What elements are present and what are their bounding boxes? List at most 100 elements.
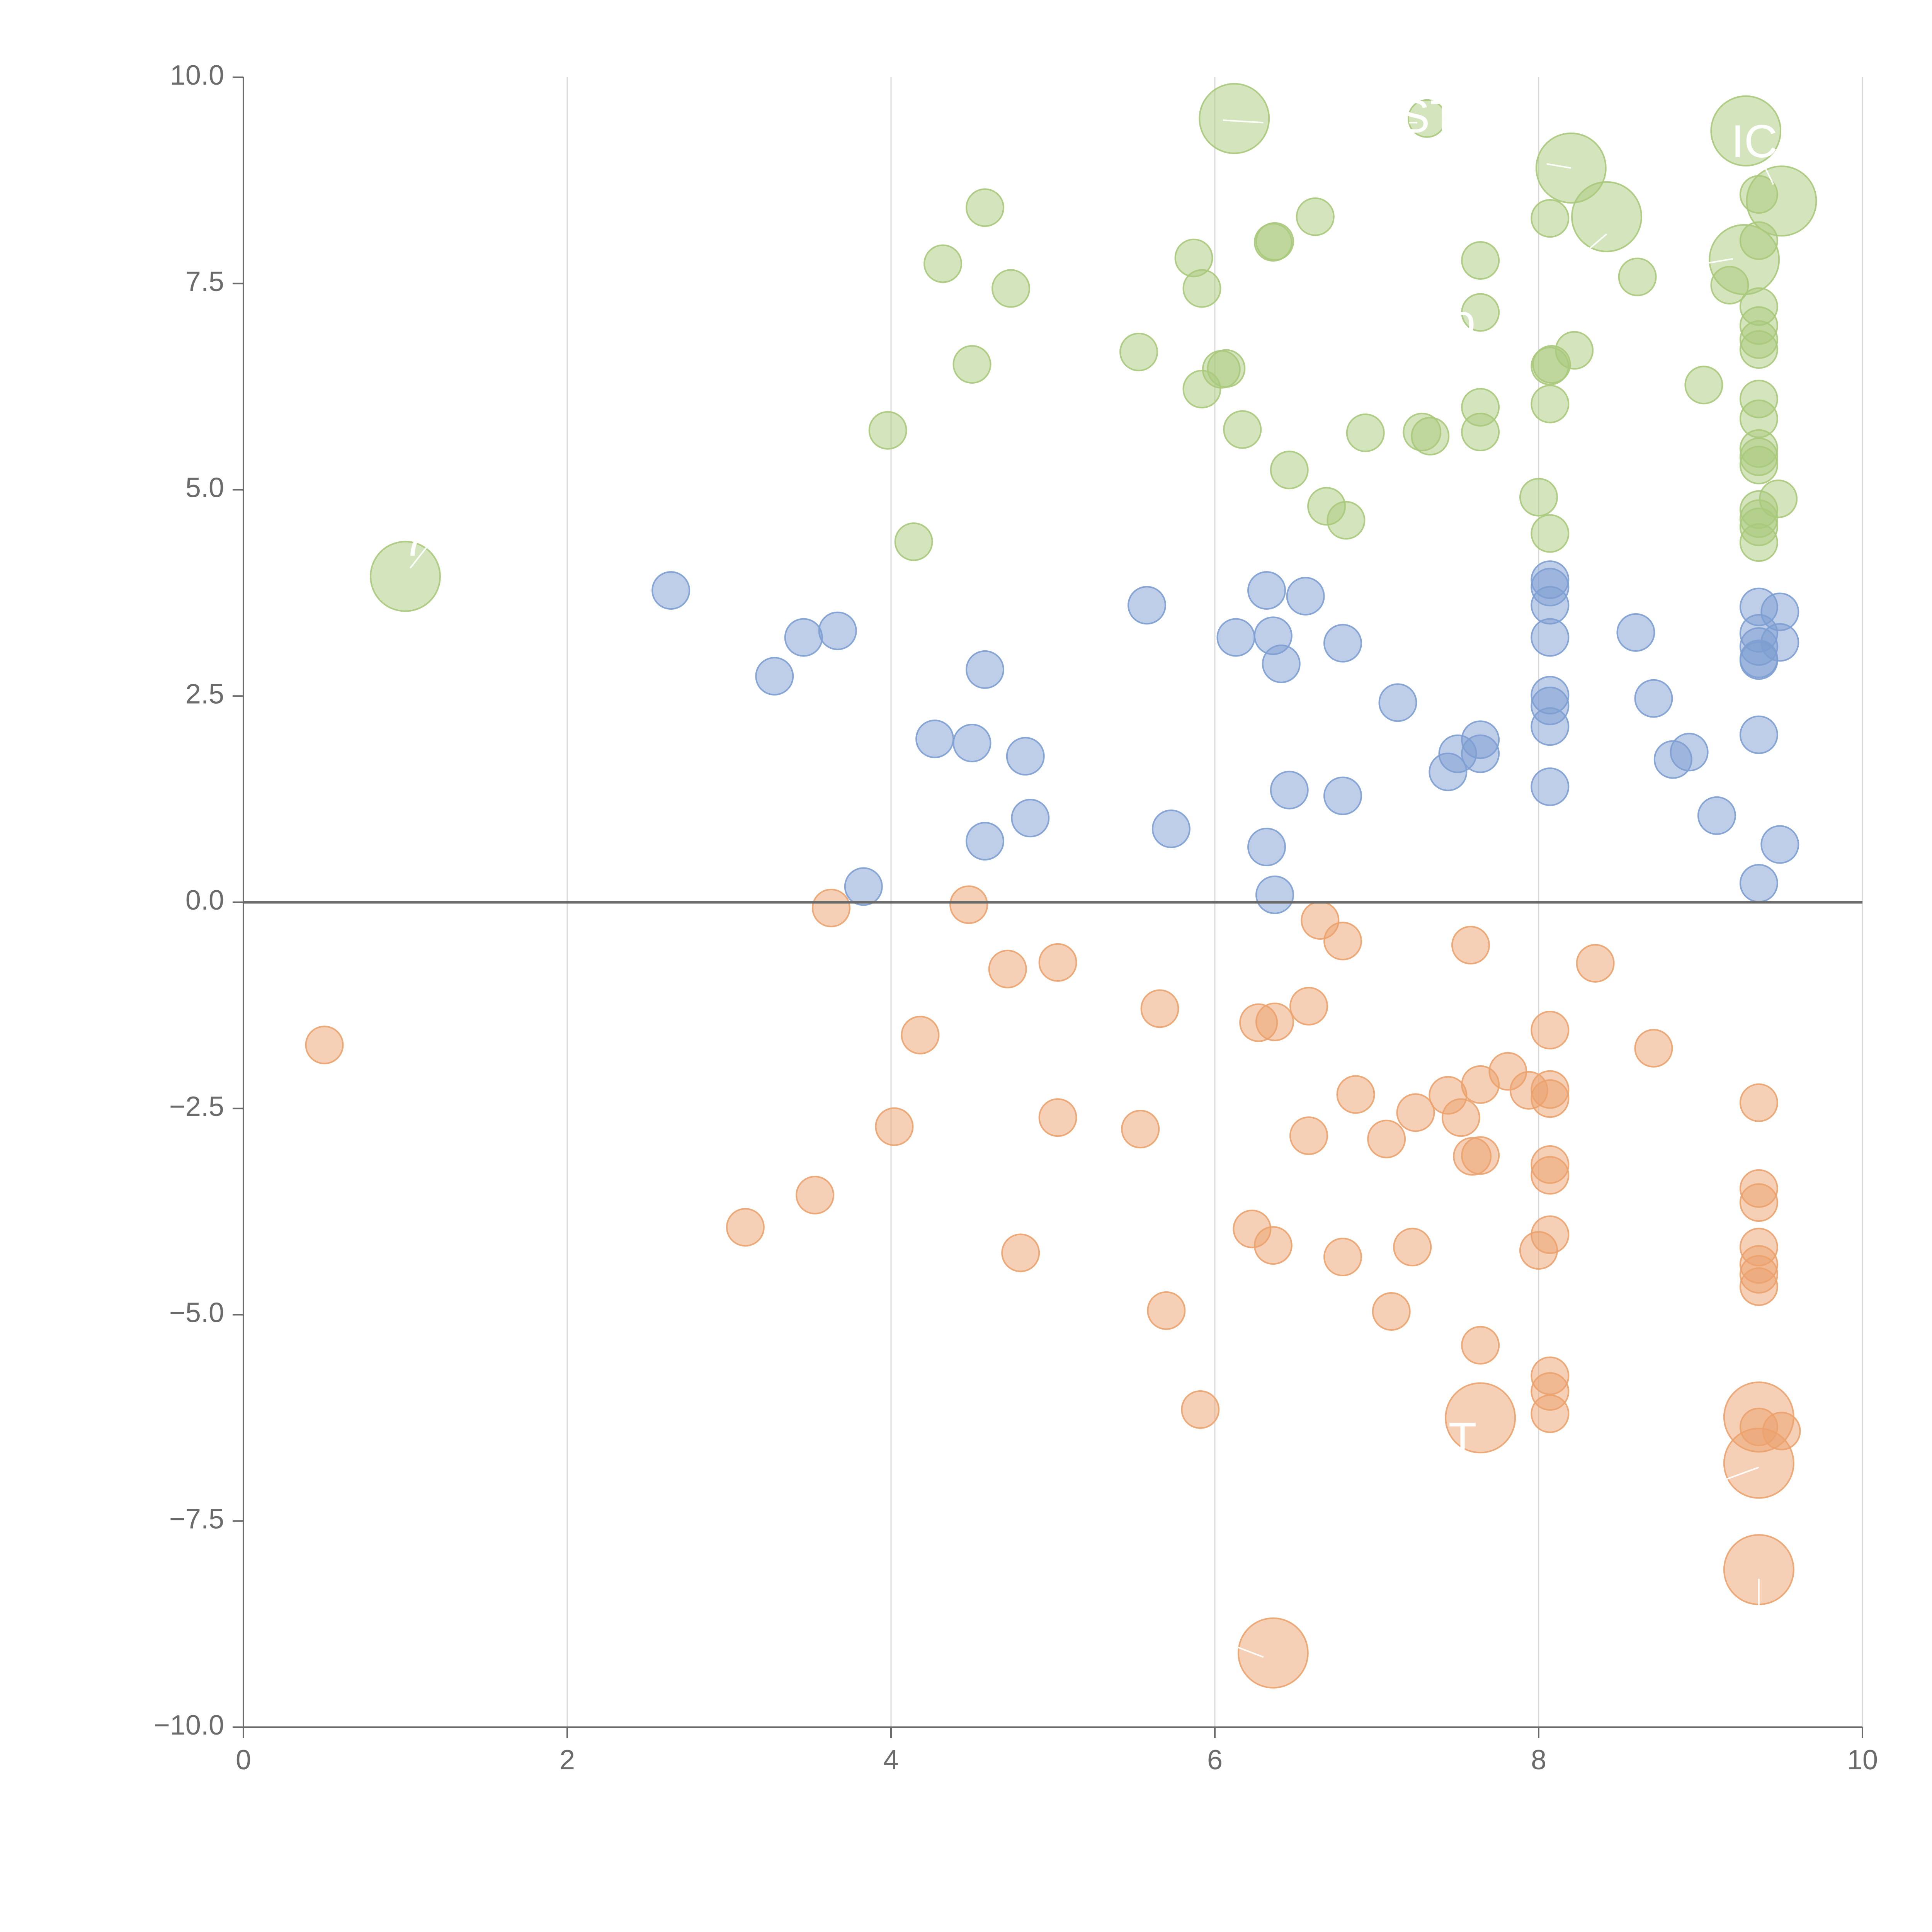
orange-bubble <box>1255 1002 1294 1041</box>
blue-bubble <box>1670 733 1709 772</box>
blue-bubble <box>1739 715 1778 754</box>
green-bubble <box>1296 197 1335 236</box>
blue-bubble <box>1760 825 1799 864</box>
green-bubble <box>1346 413 1385 452</box>
blue-bubble <box>1323 624 1362 663</box>
green-bubble <box>1571 181 1642 252</box>
green-bubble <box>1519 478 1558 517</box>
blue-bubble <box>1286 577 1325 616</box>
y-tick-label: −7.5 <box>169 1503 224 1534</box>
blue-bubble <box>1270 770 1309 810</box>
orange-bubble <box>1461 1136 1500 1175</box>
y-tick-label: 0.0 <box>185 885 224 916</box>
orange-bubble <box>1289 1116 1328 1155</box>
blue-bubble <box>1697 796 1736 835</box>
green-bubble <box>894 522 933 561</box>
green-bubble <box>370 541 441 612</box>
orange-bubble <box>1181 1390 1220 1429</box>
x-tick-label: 0 <box>236 1745 251 1776</box>
orange-bubble <box>1531 1215 1570 1254</box>
orange-bubble <box>1762 1412 1801 1451</box>
blue-bubble <box>1760 623 1799 662</box>
orange-bubble <box>1367 1119 1406 1158</box>
blue-bubble <box>784 618 823 657</box>
bubble-label: ST <box>1399 91 1458 143</box>
orange-bubble <box>949 885 988 924</box>
orange-bubble <box>796 1175 835 1214</box>
green-bubble <box>1407 99 1446 138</box>
orange-bubble <box>1393 1228 1432 1267</box>
blue-bubble <box>952 723 992 762</box>
label-leader-line <box>1764 167 1774 185</box>
orange-bubble <box>1323 1238 1362 1277</box>
orange-bubble <box>1531 1394 1570 1433</box>
orange-bubble <box>1531 1156 1570 1195</box>
orange-bubble <box>811 888 850 927</box>
x-tick-label: 8 <box>1531 1745 1546 1776</box>
y-tick-label: 7.5 <box>185 266 224 297</box>
blue-bubble <box>966 822 1005 861</box>
green-bubble <box>1531 199 1570 238</box>
orange-bubble <box>1739 1083 1778 1122</box>
blue-bubble <box>1323 776 1362 815</box>
orange-bubble <box>1739 1267 1778 1306</box>
orange-bubble <box>1634 1029 1673 1068</box>
orange-bubble <box>1531 1010 1570 1049</box>
orange-bubble <box>1001 1233 1040 1272</box>
orange-bubble <box>1237 1617 1309 1689</box>
blue-bubble <box>1006 737 1045 776</box>
axes: −10.0 −7.5 −5.0 −2.5 0.0 2.5 5.0 7.5 10.0 0 2 4 6 8 10 <box>154 60 1878 1776</box>
green-bubble <box>1411 417 1450 456</box>
orange-bubble <box>1739 1183 1778 1222</box>
orange-bubble <box>1461 1326 1500 1365</box>
label-leader-line <box>1684 258 1733 268</box>
blue-bubble <box>1616 613 1655 652</box>
y-tick-label: −2.5 <box>169 1091 224 1122</box>
orange-bubble <box>1396 1093 1435 1132</box>
label-leader-line <box>1587 233 1607 251</box>
label-leader-line <box>1223 119 1264 124</box>
green-bubble <box>1531 384 1570 423</box>
orange-bubble <box>1445 1382 1516 1454</box>
label-leader-lines <box>409 119 1774 1658</box>
y-tick-label: 10.0 <box>170 60 224 91</box>
green-bubble <box>1119 332 1158 371</box>
blue-bubble <box>755 657 794 696</box>
orange-bubble <box>1323 922 1362 961</box>
blue-bubble <box>844 867 883 906</box>
green-bubble <box>1202 350 1241 389</box>
orange-bubble <box>1121 1110 1160 1149</box>
bubble-label: ICF <box>1731 116 1806 167</box>
blue-bubble <box>1531 707 1570 746</box>
y-tick-label: −10.0 <box>154 1710 224 1741</box>
orange-bubble <box>726 1208 765 1247</box>
green-bubble <box>1759 479 1798 518</box>
blue-bubble <box>1634 679 1673 718</box>
label-leader-line <box>409 543 430 569</box>
orange-bubble <box>988 949 1027 988</box>
bubble-label: k <box>1750 1615 1774 1667</box>
bubble-labels: 7 ST ICF o Tk <box>402 91 1806 1667</box>
green-bubble <box>868 411 907 450</box>
orange-bubble <box>1253 1226 1293 1265</box>
label-leader-line <box>1546 163 1571 169</box>
label-leader-line <box>1449 1450 1474 1456</box>
orange-bubble <box>1147 1291 1186 1330</box>
green-bubble <box>1327 501 1366 540</box>
blue-bubble <box>1011 799 1050 838</box>
bubble-label: o <box>1450 295 1476 347</box>
blue-bubble <box>651 571 690 610</box>
x-tick-label: 10 <box>1847 1745 1878 1776</box>
blue-bubble <box>1255 875 1294 914</box>
x-tick-label: 4 <box>883 1745 899 1776</box>
blue-bubble <box>1378 683 1417 722</box>
y-tick-label: −5.0 <box>169 1298 224 1328</box>
green-bubble <box>952 345 992 384</box>
green-bubble <box>1739 523 1778 562</box>
orange-bubble <box>875 1107 914 1146</box>
label-leader-line <box>1457 311 1466 317</box>
blue-bubble <box>1216 618 1255 657</box>
blue-bubble <box>966 650 1005 689</box>
y-tick-label: 5.0 <box>185 473 224 503</box>
green-bubble <box>1461 241 1500 280</box>
